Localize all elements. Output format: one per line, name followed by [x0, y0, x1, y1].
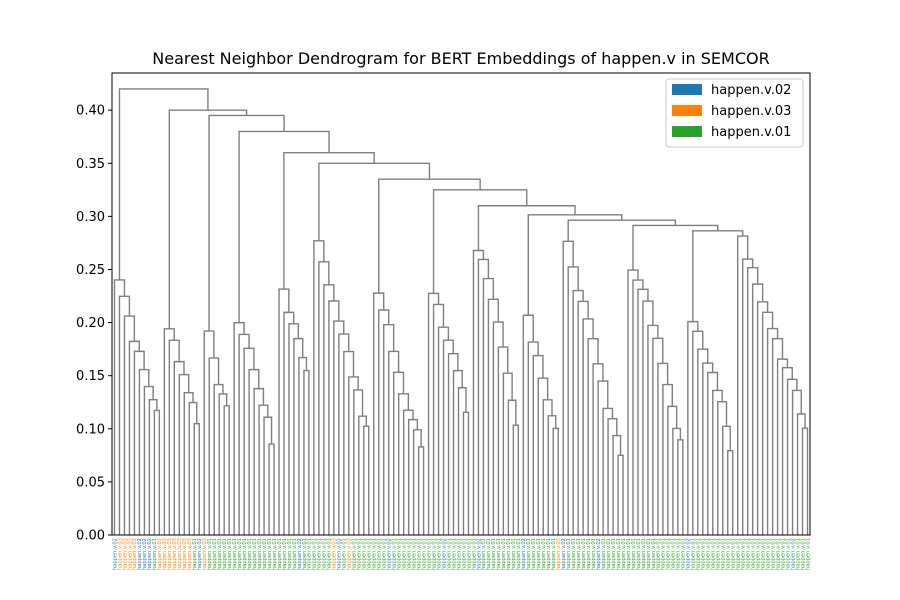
dendrogram-link — [119, 89, 207, 280]
dendrogram-link — [553, 428, 558, 535]
dendrogram-link — [723, 426, 730, 535]
dendrogram-link — [463, 412, 468, 535]
dendrogram-link — [798, 414, 805, 535]
legend-label: happen.v.02 — [711, 83, 791, 98]
dendrogram-link — [149, 400, 156, 535]
dendrogram-link — [513, 425, 518, 535]
dendrogram-link — [459, 388, 466, 535]
dendrogram-link — [548, 416, 555, 535]
dendrogram-link — [633, 225, 718, 270]
leaf-labels: happen.v.02happen.v.03happen.v.03happen.… — [112, 538, 811, 570]
dendrogram-links — [114, 89, 807, 535]
dendrogram-link — [414, 430, 421, 535]
dendrogram-link — [169, 110, 246, 329]
legend-label: happen.v.01 — [711, 125, 791, 140]
y-axis: 0.00 0.05 0.10 0.15 0.20 0.25 0.30 0.35 0.40 — [76, 104, 112, 544]
chart-title: Nearest Neighbor Dendrogram for BERT Emb… — [152, 49, 769, 68]
dendrogram-link — [189, 403, 196, 535]
y-tick-label: 0.20 — [76, 316, 105, 331]
dendrogram-link — [678, 440, 683, 535]
y-tick-label: 0.35 — [76, 157, 105, 172]
dendrogram-link — [264, 417, 271, 535]
dendrogram-link — [613, 436, 620, 535]
dendrogram-link — [299, 358, 306, 535]
y-tick-label: 0.05 — [76, 475, 105, 490]
dendrogram-link — [528, 215, 622, 315]
dendrogram-link — [359, 416, 366, 535]
legend-label: happen.v.03 — [711, 104, 791, 119]
dendrogram-link — [209, 115, 284, 331]
dendrogram-link — [728, 451, 733, 535]
legend-swatch — [672, 126, 702, 137]
dendrogram-link — [224, 406, 229, 535]
dendrogram-link — [194, 424, 199, 535]
dendrogram-link — [304, 371, 309, 535]
dendrogram-link — [419, 447, 424, 535]
dendrogram-link — [693, 231, 743, 322]
y-tick-label: 0.25 — [76, 263, 105, 278]
y-tick-label: 0.15 — [76, 369, 105, 384]
legend: happen.v.02 happen.v.03 happen.v.01 — [666, 79, 803, 147]
dendrogram-link — [319, 163, 430, 241]
dendrogram-link — [803, 428, 808, 535]
dendrogram-link — [568, 220, 675, 241]
y-tick-label: 0.00 — [76, 529, 105, 544]
dendrogram-link — [379, 179, 480, 293]
y-tick-label: 0.40 — [76, 104, 105, 119]
y-tick-label: 0.30 — [76, 210, 105, 225]
y-tick-label: 0.10 — [76, 422, 105, 437]
dendrogram-link — [478, 206, 575, 251]
dendrogram-link — [508, 400, 515, 535]
dendrogram-link — [618, 455, 623, 535]
legend-swatch — [672, 105, 702, 116]
dendrogram-link — [673, 428, 680, 535]
dendrogram-link — [219, 394, 226, 535]
dendrogram-link — [364, 426, 369, 535]
dendrogram-link — [154, 410, 159, 535]
legend-swatch — [672, 84, 702, 95]
leaf-label: happen.v.01 — [805, 538, 811, 570]
dendrogram-link — [269, 444, 274, 535]
